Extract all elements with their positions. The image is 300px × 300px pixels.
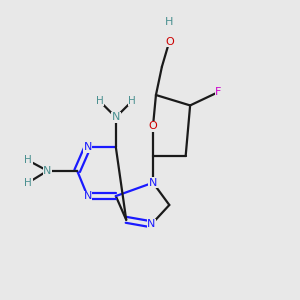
Text: O: O — [165, 37, 174, 46]
Text: O: O — [148, 121, 157, 131]
Text: H: H — [165, 17, 173, 27]
Text: H: H — [24, 155, 32, 165]
Text: N: N — [83, 142, 92, 152]
Text: H: H — [128, 96, 136, 106]
Text: H: H — [96, 96, 103, 106]
Text: F: F — [215, 87, 221, 97]
Text: N: N — [147, 219, 156, 229]
Text: H: H — [24, 178, 32, 188]
Text: N: N — [112, 112, 120, 122]
Text: N: N — [149, 178, 157, 188]
Text: N: N — [83, 191, 92, 201]
Text: N: N — [43, 166, 52, 176]
